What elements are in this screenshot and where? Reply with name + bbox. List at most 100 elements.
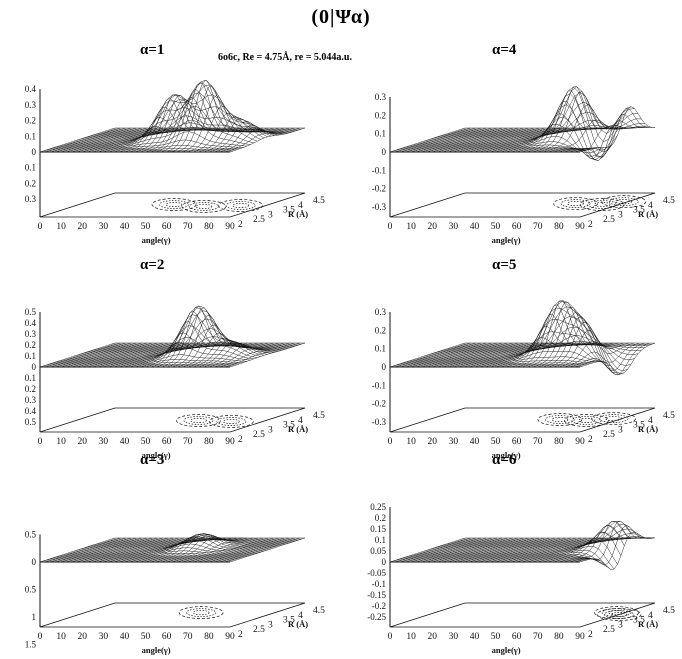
contour-line (232, 202, 249, 208)
surface-mesh-line (569, 520, 645, 563)
surface-panel-alpha-1: 0.4 0.3 0.2 0.1 0 0.1 0.2 0.3 0 10 20 30 40 50 60 70 80 9… (25, 79, 325, 245)
contour-line (178, 606, 224, 619)
y-tick-label: 4 (648, 416, 653, 426)
z-tick-label: -0.1 (372, 579, 386, 589)
panel-title-alpha-6: α=6 (492, 452, 517, 468)
surface-mesh-line (543, 537, 619, 563)
surface-mesh-line (506, 537, 582, 563)
surface-mesh-line (87, 127, 163, 153)
surface-mesh-line (87, 342, 163, 368)
surface-mesh-line (474, 127, 550, 153)
contour-line (151, 198, 197, 211)
surface-mesh-line (421, 342, 497, 368)
surface-mesh-line (553, 126, 629, 153)
z-tick-label: 0.25 (370, 502, 386, 512)
x-tick-label: 70 (183, 437, 193, 447)
surface-mesh-line (400, 127, 476, 153)
y-tick-label: 3 (268, 620, 273, 630)
surface-mesh-line (61, 342, 137, 368)
contour-line (591, 412, 636, 425)
surface-mesh-line (66, 537, 142, 563)
x-tick-label: 60 (162, 222, 172, 232)
surface-mesh-line (166, 307, 242, 368)
z-tick-label: 0 (32, 147, 37, 157)
y-tick-label: 3.5 (633, 616, 645, 626)
surface-mesh-line (527, 302, 603, 368)
contour-line (593, 202, 611, 208)
surface-mesh-line (558, 525, 634, 563)
surface-mesh-line (437, 127, 513, 153)
surface-mesh-line (389, 127, 466, 153)
contour-floor (39, 407, 306, 433)
surface-mesh-line (193, 340, 269, 368)
surface-mesh-line (474, 342, 550, 368)
surface-mesh-line (490, 342, 566, 368)
x-tick-label: 90 (575, 632, 585, 642)
contour-line (183, 416, 214, 425)
y-tick-label: 3 (618, 620, 623, 630)
surface-mesh-line (421, 537, 497, 563)
surface-mesh-line (463, 127, 539, 153)
y-tick-label: 4.5 (313, 196, 325, 206)
x-tick-label: 60 (512, 437, 522, 447)
surface-mesh-line (453, 127, 529, 153)
contour-line (601, 195, 647, 208)
x-tick-label: 70 (183, 222, 193, 232)
surface-mesh-line (119, 117, 195, 153)
surface-mesh-line (92, 537, 168, 563)
surface-mesh-line (214, 124, 290, 153)
surface-mesh-line (55, 537, 131, 563)
surface-mesh-line (203, 342, 279, 368)
z-tick-label: -0.15 (367, 590, 386, 600)
z-tick-label: 0 (382, 147, 387, 157)
contour-line (587, 200, 617, 209)
surface-mesh-line (193, 537, 269, 563)
x-tick-label: 30 (99, 632, 109, 642)
surface-mesh-line (442, 537, 518, 563)
surface-mesh-line (119, 537, 195, 563)
contour-line (192, 610, 210, 616)
x-axis-label: angle(γ) (142, 645, 171, 655)
x-tick-label: 10 (406, 437, 416, 447)
surface-mesh-line (124, 106, 200, 153)
z-tick-label: -0.2 (372, 399, 386, 409)
surface-mesh-line (171, 79, 247, 153)
surface-mesh-line (98, 342, 174, 368)
y-tick-label: 2.5 (253, 625, 265, 635)
surface-mesh-line (113, 126, 189, 153)
y-tick-label: 3.5 (633, 421, 645, 431)
surface-mesh-line (66, 127, 142, 153)
surface-mesh-line (448, 537, 524, 563)
y-tick-label: 4.5 (313, 606, 325, 616)
surface-mesh-line (426, 342, 502, 368)
y-tick-label: 4 (298, 611, 303, 621)
surface-mesh-line (224, 127, 300, 153)
contour-floor (39, 602, 306, 628)
surface-mesh-line (469, 537, 545, 563)
x-axis-label: angle(γ) (142, 450, 171, 460)
z-tick-label: 0.2 (25, 340, 36, 350)
z-tick-label: 0.3 (25, 100, 37, 110)
panel-title-alpha-1: α=1 (140, 42, 165, 58)
x-tick-label: 40 (470, 437, 480, 447)
surface-mesh-line (61, 127, 137, 153)
surface-mesh-line (411, 342, 487, 368)
contour-floor (389, 602, 656, 628)
surface-mesh-line (150, 100, 226, 153)
surface-mesh-line (506, 326, 582, 368)
surface-panel-alpha-4: 0.30.20.10-0.1-0.2-0.30 10 20 30 40 50 60 70 80 9… (372, 86, 675, 245)
x-tick-label: 30 (449, 222, 459, 232)
surface-mesh-line (521, 101, 597, 153)
surface-mesh-line (187, 537, 263, 563)
surface-mesh-line (405, 127, 481, 153)
y-tick-label: 2.5 (603, 625, 615, 635)
surface-mesh-line (495, 537, 571, 563)
x-tick-label: 60 (512, 222, 522, 232)
x-tick-label: 90 (225, 632, 235, 642)
surface-mesh-line (76, 537, 152, 563)
z-tick-label: 0.1 (375, 535, 386, 545)
surface-mesh-line (558, 125, 634, 159)
contour-line (159, 200, 189, 209)
x-tick-label: 80 (204, 222, 214, 232)
